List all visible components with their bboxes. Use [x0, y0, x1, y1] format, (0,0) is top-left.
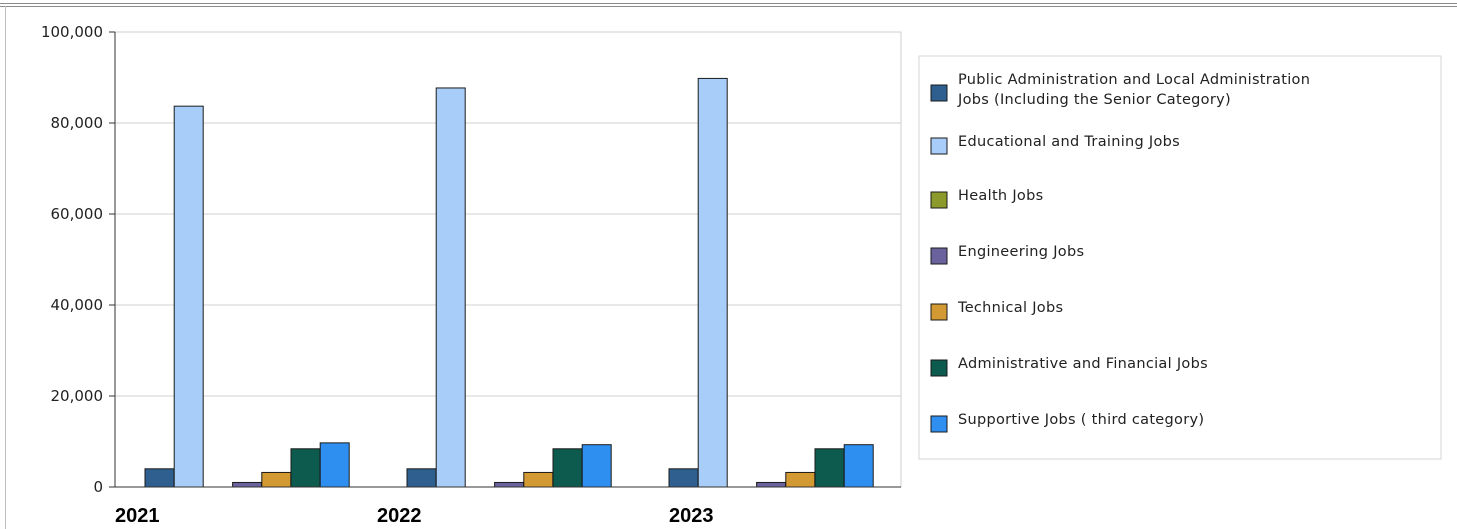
- top-border-line: [0, 3, 1457, 4]
- bar: [144, 468, 175, 488]
- legend-swatch: [930, 84, 948, 102]
- y-tick-label: 40,000: [51, 296, 104, 314]
- bar: [552, 448, 583, 488]
- legend-label: Public Administration and Local Administ…: [957, 72, 1310, 108]
- legend-label: Educational and Training Jobs: [958, 134, 1180, 150]
- bar: [523, 471, 554, 488]
- x-category-label: 2023: [669, 505, 714, 527]
- y-tick-label: 60,000: [51, 205, 104, 223]
- y-axis-ticks: 0 20,000 40,000 60,000 80,000 100,000: [41, 23, 115, 496]
- legend-swatch: [930, 303, 948, 321]
- bar: [843, 444, 874, 488]
- bar: [785, 471, 816, 488]
- legend-swatch: [930, 359, 948, 377]
- legend-label: Engineering Jobs: [958, 244, 1084, 260]
- legend: Public Administration and Local Administ…: [930, 72, 1310, 433]
- bar: [261, 471, 292, 488]
- legend-label: Technical Jobs: [957, 300, 1063, 316]
- legend-swatch: [930, 247, 948, 265]
- x-category-label: 2021: [115, 505, 160, 527]
- bar: [581, 444, 612, 488]
- plot-area: [114, 31, 902, 488]
- legend-swatch: [930, 137, 948, 155]
- x-axis-categories: 2021 2022 2023: [115, 505, 714, 527]
- bar: [232, 481, 263, 488]
- bar: [814, 448, 845, 488]
- top-border-line-inner: [0, 6, 1457, 7]
- bar: [668, 468, 699, 488]
- y-tick-label: 100,000: [41, 23, 103, 41]
- y-tick-label: 20,000: [51, 387, 104, 405]
- x-category-label: 2022: [377, 505, 422, 527]
- bar: [697, 77, 728, 488]
- bar: [494, 481, 525, 488]
- legend-swatch: [930, 415, 948, 433]
- gridlines: [115, 122, 901, 397]
- bars: [144, 77, 874, 488]
- bar: [290, 448, 321, 488]
- bar: [756, 481, 787, 488]
- legend-swatch: [930, 191, 948, 209]
- legend-label: Supportive Jobs ( third category): [958, 412, 1204, 428]
- bar: [406, 468, 437, 488]
- y-tick-label: 0: [93, 478, 103, 496]
- legend-box: [918, 55, 1442, 460]
- bar: [435, 87, 466, 488]
- legend-label: Health Jobs: [958, 188, 1043, 204]
- legend-label: Administrative and Financial Jobs: [958, 356, 1208, 372]
- bar: [173, 105, 204, 488]
- y-tick-label: 80,000: [51, 114, 104, 132]
- left-border-line: [5, 6, 6, 529]
- bar: [319, 442, 350, 488]
